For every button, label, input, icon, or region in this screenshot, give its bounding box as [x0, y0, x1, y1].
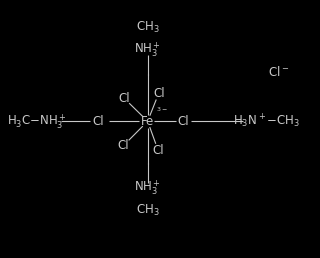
- Text: CH$_3$: CH$_3$: [136, 203, 159, 218]
- Text: Cl: Cl: [153, 87, 164, 100]
- Text: CH$_3$: CH$_3$: [136, 20, 159, 35]
- Text: Cl: Cl: [118, 92, 130, 104]
- Text: Cl$^-$: Cl$^-$: [268, 65, 290, 79]
- Text: $^{3-}$: $^{3-}$: [156, 107, 168, 116]
- Text: H$_3$N$^+$$-$CH$_3$: H$_3$N$^+$$-$CH$_3$: [233, 112, 300, 130]
- Text: H$_3$C$-$NH$_3^+$: H$_3$C$-$NH$_3^+$: [7, 112, 67, 131]
- Text: Cl: Cl: [92, 115, 104, 128]
- Text: Fe: Fe: [141, 115, 154, 128]
- Text: Cl: Cl: [117, 139, 129, 152]
- Text: Cl: Cl: [152, 144, 164, 157]
- Text: Cl: Cl: [178, 115, 189, 128]
- Text: NH$_3^+$: NH$_3^+$: [134, 179, 161, 197]
- Text: NH$_3^+$: NH$_3^+$: [134, 40, 161, 59]
